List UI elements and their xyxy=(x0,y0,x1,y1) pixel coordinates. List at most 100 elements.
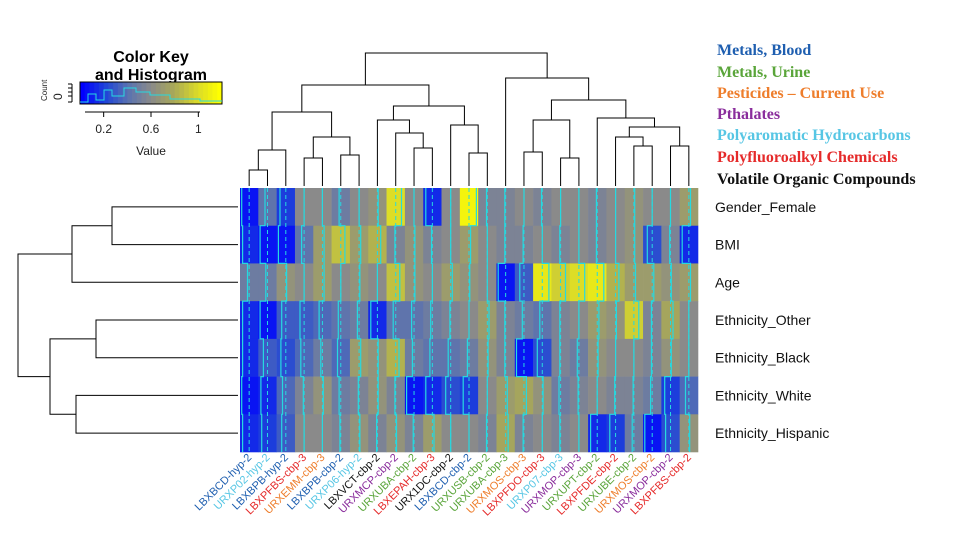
dendrogram-branch xyxy=(413,147,433,186)
color-key-y-tick: 0 xyxy=(51,93,65,100)
dendrogram-branch xyxy=(450,124,479,186)
trace-line xyxy=(589,188,605,452)
heatmap-cell xyxy=(258,376,277,415)
heatmap-cell xyxy=(533,301,552,340)
trace-line xyxy=(609,188,620,452)
heatmap-cell xyxy=(331,188,351,227)
dendrogram-branch xyxy=(271,111,333,150)
heatmap-cell xyxy=(514,376,534,415)
heatmap-cell xyxy=(368,188,387,227)
heatmap-cell xyxy=(240,188,259,227)
heatmap-cell xyxy=(661,301,680,340)
color-key-swatch xyxy=(207,82,213,104)
dendrogram-branch xyxy=(75,394,238,434)
legend-metals-urine: Metals, Urine xyxy=(717,64,811,81)
row-label: Ethnicity_Black xyxy=(715,350,811,366)
heatmap-cell xyxy=(349,301,369,340)
color-key-swatch xyxy=(136,82,142,104)
trace-line xyxy=(370,188,382,452)
color-key-axis: 0.2 0.6 1 xyxy=(68,83,202,136)
heatmap-cell xyxy=(496,376,516,415)
heatmap-cell xyxy=(661,376,680,415)
color-key-swatch xyxy=(132,82,138,104)
heatmap-cell xyxy=(368,376,387,415)
dendrogram-branch xyxy=(111,206,238,246)
color-key-swatch xyxy=(188,82,194,104)
legend-metals-blood: Metals, Blood xyxy=(717,42,812,59)
heatmap-cell xyxy=(276,188,296,227)
heatmap-cell xyxy=(624,376,644,415)
heatmap-cell xyxy=(294,376,314,415)
trace-line xyxy=(515,188,528,452)
dendrogram-branch xyxy=(615,136,644,186)
color-key-swatch xyxy=(103,82,109,104)
heatmap-cell xyxy=(459,188,479,227)
row-label: Ethnicity_White xyxy=(715,387,812,403)
heatmap-cell xyxy=(331,376,351,415)
heatmap-cell xyxy=(313,376,332,415)
color-key-swatch xyxy=(160,82,166,104)
color-key-x-tick-label: 0.2 xyxy=(95,122,112,136)
trace-line xyxy=(497,188,509,452)
heatmap-cell xyxy=(679,376,699,415)
row-labels: Gender_Female BMI Age Ethnicity_Other Ethnic… xyxy=(715,199,829,441)
dendrogram-branch xyxy=(376,119,410,186)
color-key-swatch xyxy=(174,82,180,104)
color-key-swatch xyxy=(203,82,209,104)
legend-voc: Volatile Organic Compounds xyxy=(717,171,916,188)
heatmap-cell xyxy=(258,301,277,340)
heatmap-cell xyxy=(478,301,497,340)
heatmap-cell xyxy=(459,376,479,415)
trace-line xyxy=(425,188,435,452)
heatmap-cell xyxy=(294,301,314,340)
heatmap-cell xyxy=(606,376,626,415)
trace-line xyxy=(445,188,453,452)
dendrogram-branch xyxy=(670,145,690,186)
trace-line xyxy=(485,188,490,452)
color-key-x-tick-label: 0.6 xyxy=(143,122,160,136)
color-key-swatch xyxy=(84,82,90,104)
heatmap-cell xyxy=(276,376,296,415)
trace-line xyxy=(299,188,305,452)
dendrogram-branch xyxy=(550,99,627,120)
color-key-gradient xyxy=(79,81,223,105)
dendrogram-branch xyxy=(596,117,655,186)
column-dendrogram xyxy=(248,52,690,186)
heatmap-cell xyxy=(643,376,662,415)
row-label: Ethnicity_Other xyxy=(715,312,811,328)
heatmap-cell xyxy=(533,188,552,227)
heatmap-cell xyxy=(569,376,589,415)
color-key-swatch xyxy=(117,82,123,104)
heatmap-cell xyxy=(551,376,571,415)
heatmap-cell xyxy=(404,301,424,340)
dendrogram-branch xyxy=(340,154,360,186)
color-key-histogram xyxy=(80,87,222,103)
heatmap-cell xyxy=(624,188,644,227)
dendrogram-branch xyxy=(248,169,268,186)
trace-line xyxy=(356,188,362,452)
color-key-swatch xyxy=(108,82,114,104)
heatmap-cell xyxy=(423,376,442,415)
heatmap-cell xyxy=(386,301,406,340)
heatmap-cell xyxy=(313,301,332,340)
color-key-swatch xyxy=(113,82,119,104)
heatmap-cell xyxy=(496,188,516,227)
heatmap-cell xyxy=(551,301,571,340)
color-key-swatch xyxy=(94,82,100,104)
row-label: Gender_Female xyxy=(715,199,816,215)
trace-line xyxy=(462,188,477,452)
color-key-swatch xyxy=(155,82,161,104)
dendrogram-branch xyxy=(395,132,424,186)
heatmap-traces xyxy=(241,188,692,452)
color-key-frame xyxy=(79,81,223,105)
color-key-swatch xyxy=(165,82,171,104)
dendrogram-branch xyxy=(257,149,287,186)
row-dendrogram xyxy=(17,206,238,434)
dendrogram-branch xyxy=(49,338,96,415)
color-key-swatch xyxy=(98,82,105,104)
heatmap-cell xyxy=(533,376,552,415)
row-label: BMI xyxy=(715,237,740,253)
dendrogram-branch xyxy=(523,151,543,186)
color-key-swatch xyxy=(179,82,185,104)
